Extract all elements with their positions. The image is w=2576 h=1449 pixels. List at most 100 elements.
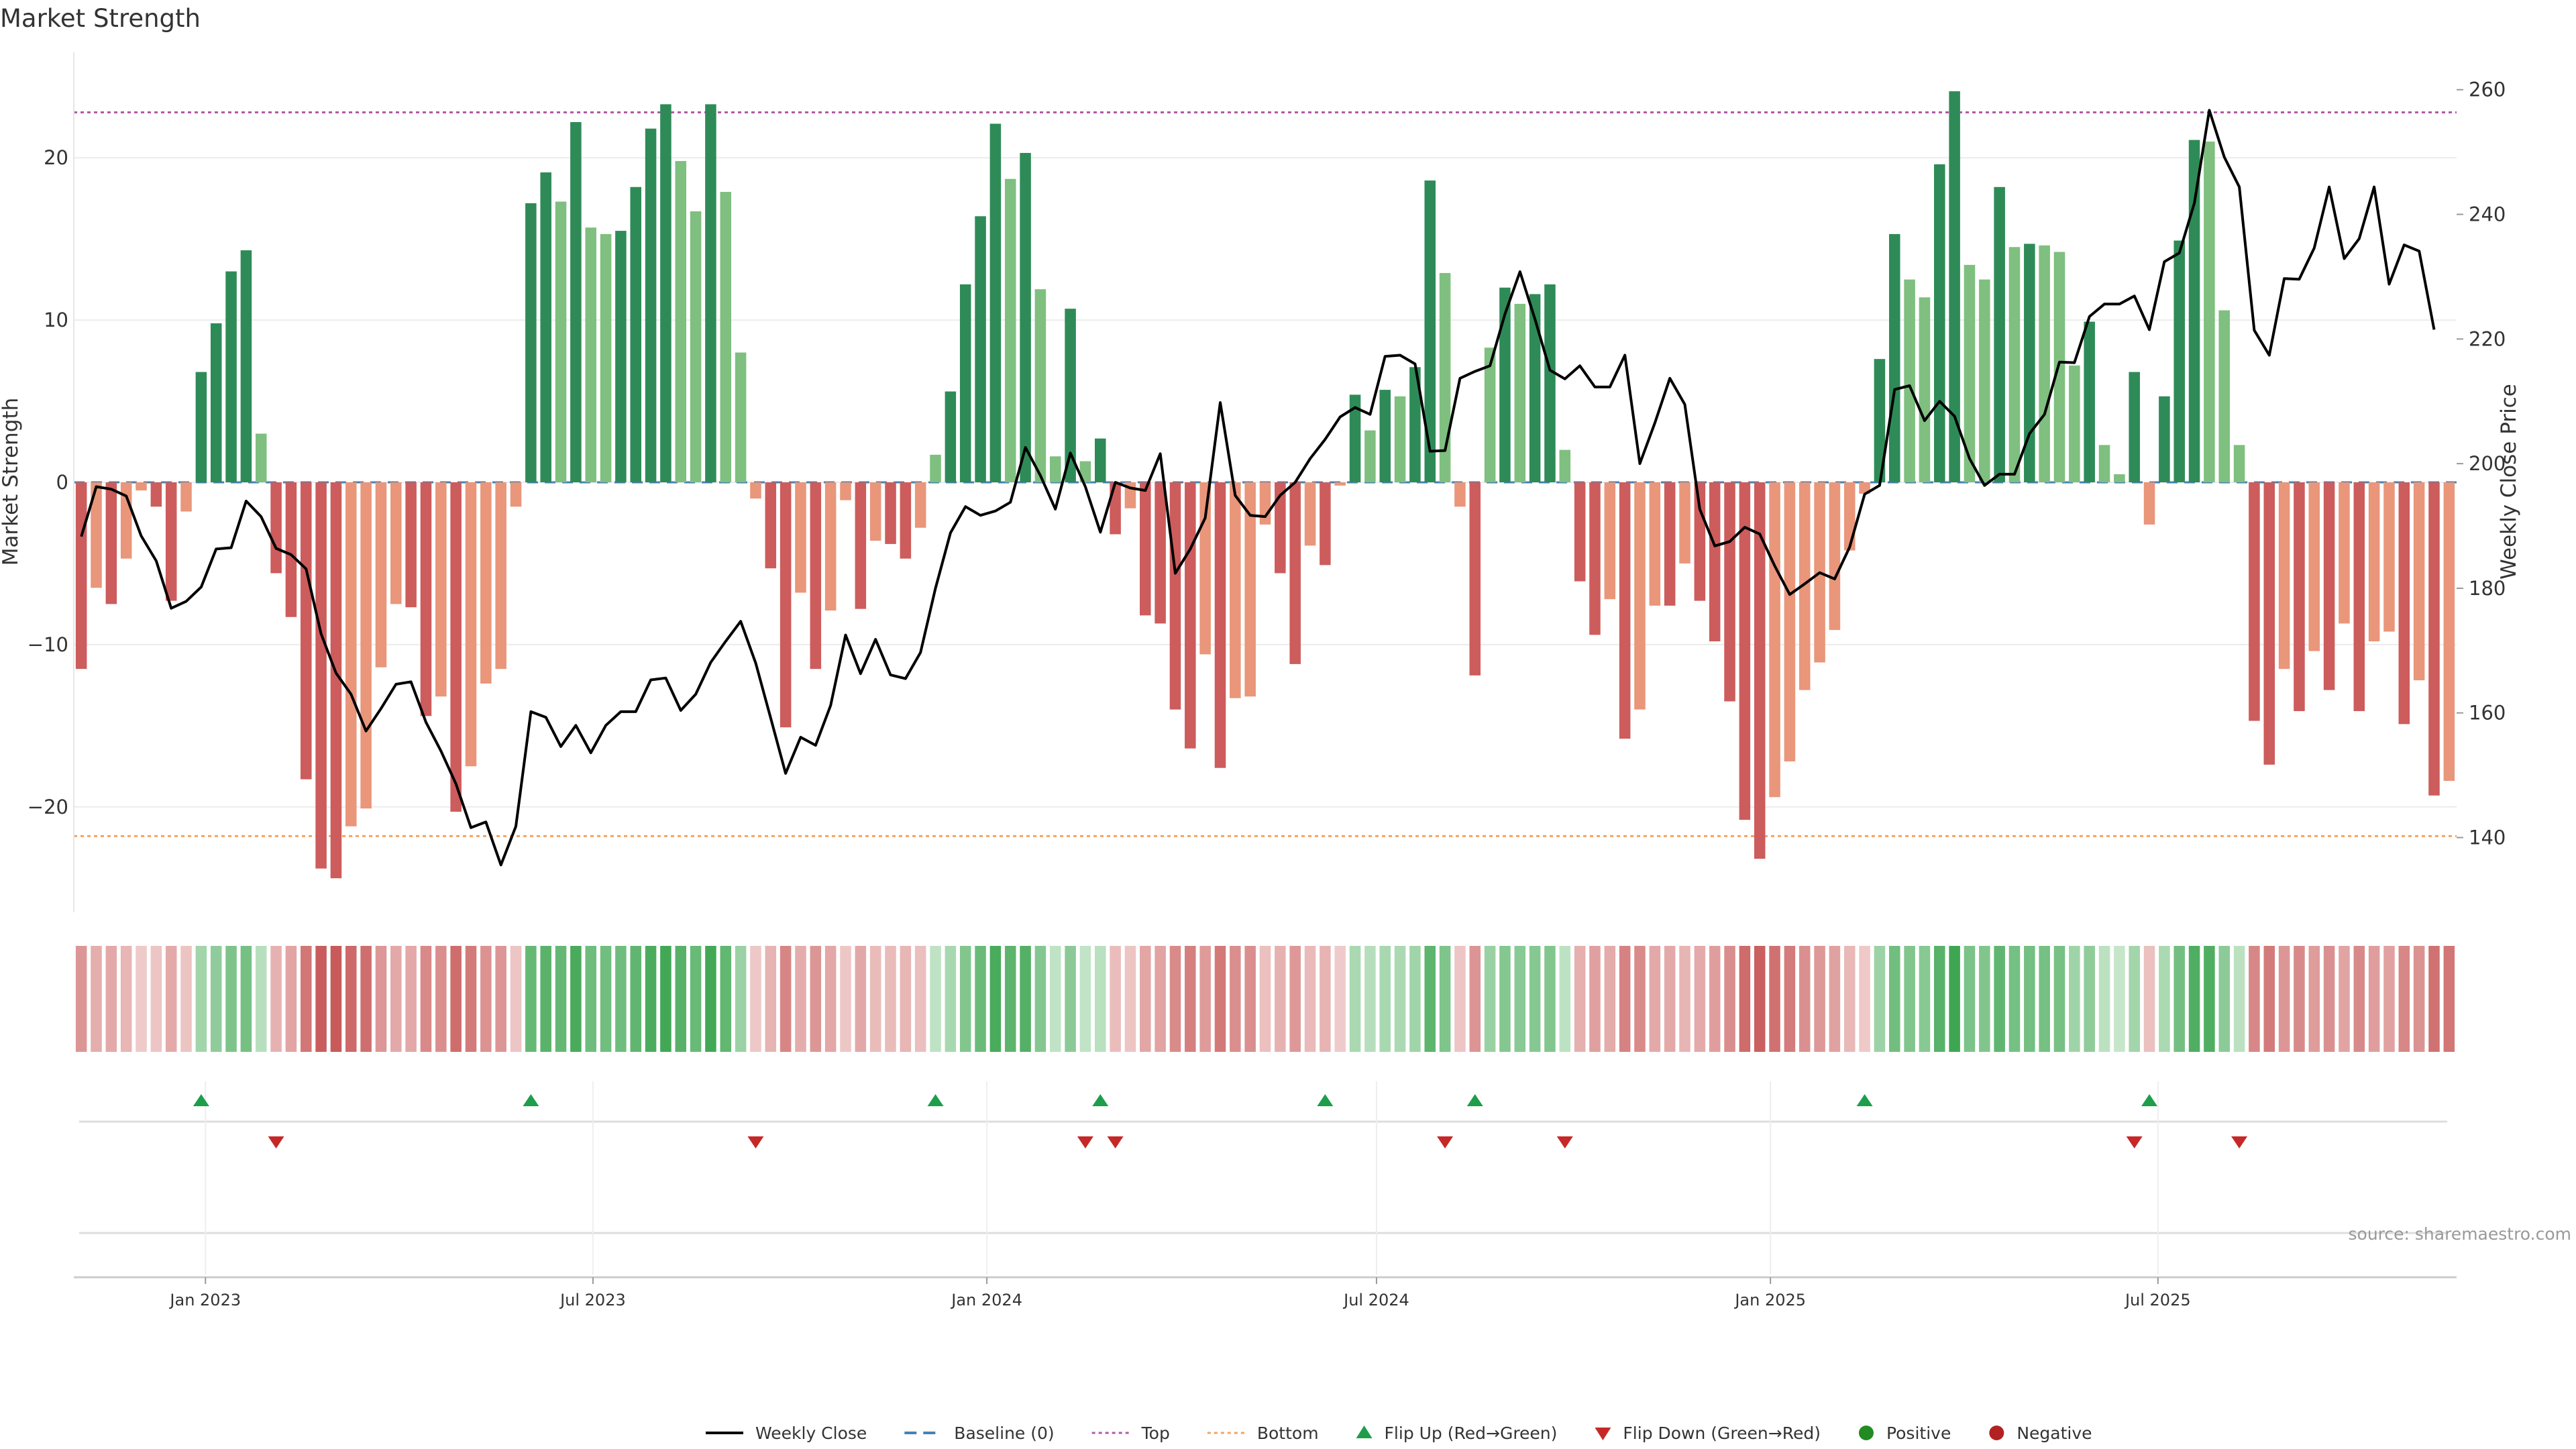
heat-cell-63 bbox=[1020, 946, 1031, 1052]
heat-cell-78 bbox=[1244, 946, 1256, 1052]
right-tick-label-6: 260 bbox=[2469, 78, 2506, 101]
heat-cell-0 bbox=[75, 946, 87, 1052]
strength-bar-122 bbox=[1904, 279, 1915, 482]
strength-bar-56 bbox=[914, 482, 926, 528]
heat-cell-37 bbox=[630, 946, 642, 1052]
strength-bar-66 bbox=[1065, 309, 1076, 482]
strength-bar-133 bbox=[2069, 365, 2080, 482]
heat-cell-1 bbox=[91, 946, 102, 1052]
heat-cell-123 bbox=[1919, 946, 1931, 1052]
strength-bar-134 bbox=[2084, 321, 2095, 482]
strength-bar-86 bbox=[1364, 430, 1376, 482]
strength-bar-92 bbox=[1454, 482, 1466, 507]
heat-cell-9 bbox=[210, 946, 222, 1052]
heat-cell-50 bbox=[824, 946, 837, 1052]
strength-bar-38 bbox=[645, 128, 657, 483]
heat-cell-38 bbox=[645, 946, 657, 1052]
heat-cell-97 bbox=[1529, 946, 1541, 1052]
right-tick-label-4: 220 bbox=[2469, 327, 2506, 350]
strength-bar-64 bbox=[1034, 289, 1046, 482]
strength-bar-149 bbox=[2308, 482, 2320, 651]
heat-cell-111 bbox=[1739, 946, 1751, 1052]
strength-bar-25 bbox=[450, 482, 462, 812]
flip-down-marker-3 bbox=[1107, 1136, 1124, 1148]
strength-bar-6 bbox=[165, 482, 177, 601]
strength-bar-99 bbox=[1559, 449, 1571, 482]
strength-bar-77 bbox=[1230, 482, 1241, 698]
strength-bar-48 bbox=[795, 482, 806, 593]
flip-down-marker-2 bbox=[1077, 1136, 1093, 1148]
flip-up-marker-6 bbox=[1856, 1094, 1873, 1106]
strength-bar-93 bbox=[1469, 482, 1481, 676]
strength-bar-63 bbox=[1020, 152, 1031, 482]
strength-bar-43 bbox=[720, 192, 732, 482]
heat-cell-92 bbox=[1454, 946, 1466, 1052]
flip-up-marker-4 bbox=[1317, 1094, 1334, 1106]
heat-cell-114 bbox=[1784, 946, 1796, 1052]
strength-bar-60 bbox=[975, 216, 986, 482]
legend-item-7: Negative bbox=[1989, 1424, 2092, 1443]
strength-bar-123 bbox=[1919, 297, 1931, 482]
legend-item-2: Top bbox=[1091, 1424, 1170, 1443]
weekly-close-line bbox=[80, 109, 2436, 867]
legend-item-4: Flip Up (Red→Green) bbox=[1356, 1424, 1557, 1443]
heat-cell-107 bbox=[1679, 946, 1690, 1052]
strength-bar-74 bbox=[1185, 482, 1196, 749]
heat-cell-17 bbox=[330, 946, 342, 1052]
flip-up-marker-7 bbox=[2141, 1094, 2158, 1106]
strength-bar-138 bbox=[2143, 482, 2155, 525]
strength-bar-113 bbox=[1769, 482, 1780, 798]
flip-down-marker-7 bbox=[2231, 1136, 2248, 1148]
heat-cell-136 bbox=[2114, 946, 2125, 1052]
strength-bar-58 bbox=[945, 391, 957, 482]
date-axis: Jan 2023 Jul 2023 Jan 2024 Jul 2024 Jan 2025… bbox=[168, 1277, 2191, 1309]
strength-bar-50 bbox=[824, 482, 837, 611]
heat-cell-10 bbox=[225, 946, 237, 1052]
heat-cell-69 bbox=[1110, 946, 1121, 1052]
legend-label-1: Baseline (0) bbox=[954, 1424, 1054, 1443]
heat-cell-133 bbox=[2069, 946, 2080, 1052]
strength-bar-20 bbox=[375, 482, 387, 667]
strength-bar-118 bbox=[1843, 482, 1856, 551]
date-tick-label-1: Jul 2023 bbox=[559, 1291, 626, 1309]
heat-cell-41 bbox=[690, 946, 702, 1052]
heat-cell-15 bbox=[300, 946, 312, 1052]
strength-bar-73 bbox=[1169, 482, 1181, 710]
heat-cell-2 bbox=[105, 946, 117, 1052]
date-tick-label-0: Jan 2023 bbox=[168, 1291, 241, 1309]
heat-cell-96 bbox=[1514, 946, 1526, 1052]
strength-bars bbox=[75, 91, 2455, 879]
heat-cell-3 bbox=[120, 946, 132, 1052]
strength-bar-155 bbox=[2398, 482, 2410, 724]
heat-cell-90 bbox=[1424, 946, 1436, 1052]
flip-up-marker-1 bbox=[523, 1094, 539, 1106]
heat-cell-142 bbox=[2204, 946, 2215, 1052]
heat-cell-71 bbox=[1140, 946, 1151, 1052]
strength-bar-158 bbox=[2443, 482, 2455, 782]
heat-cell-151 bbox=[2339, 946, 2350, 1052]
strength-bar-16 bbox=[315, 482, 327, 869]
strength-bar-154 bbox=[2383, 482, 2395, 632]
heat-cell-132 bbox=[2053, 946, 2065, 1052]
legend-swatch-flip-up bbox=[1356, 1426, 1373, 1438]
heat-cell-106 bbox=[1664, 946, 1676, 1052]
strength-bar-55 bbox=[900, 482, 912, 559]
heat-cell-52 bbox=[855, 946, 867, 1052]
right-tick-label-5: 240 bbox=[2469, 203, 2506, 226]
heat-cell-40 bbox=[675, 946, 687, 1052]
strength-bar-96 bbox=[1514, 303, 1526, 482]
strength-bar-142 bbox=[2204, 142, 2215, 483]
strength-bar-19 bbox=[360, 482, 372, 809]
strength-bar-132 bbox=[2053, 252, 2065, 482]
strength-bar-107 bbox=[1679, 482, 1690, 564]
flip-down-marker-5 bbox=[1556, 1136, 1573, 1148]
strength-bar-157 bbox=[2428, 482, 2440, 796]
heat-cell-58 bbox=[945, 946, 957, 1052]
date-tick-label-3: Jul 2024 bbox=[1342, 1291, 1409, 1309]
heat-cell-154 bbox=[2383, 946, 2395, 1052]
strength-bar-18 bbox=[345, 482, 357, 826]
heat-cell-137 bbox=[2129, 946, 2140, 1052]
heat-cell-67 bbox=[1079, 946, 1091, 1052]
heat-cell-59 bbox=[959, 946, 971, 1052]
